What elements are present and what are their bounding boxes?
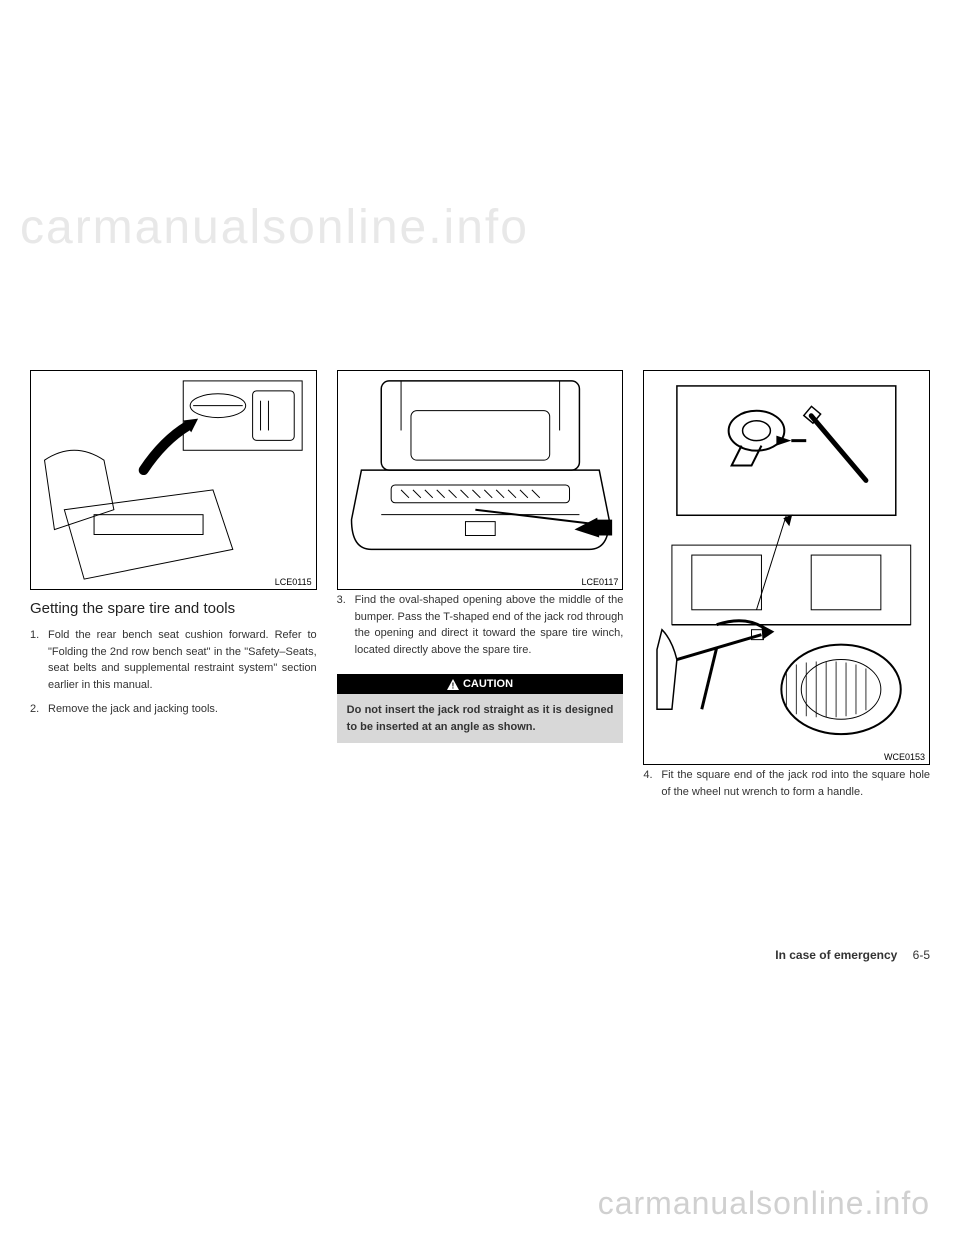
footer-page-number: 6-5	[913, 948, 930, 962]
figure-3-label: WCE0153	[884, 752, 925, 762]
caution-header: ! CAUTION	[337, 674, 624, 694]
figure-2: LCE0117	[337, 370, 624, 590]
step-2: 2. Remove the jack and jacking tools.	[30, 701, 317, 718]
step-num: 1.	[30, 627, 48, 693]
figure-2-label: LCE0117	[581, 577, 618, 587]
figure-1-label: LCE0115	[275, 577, 312, 587]
column-3: WCE0153 4. Fit the square end of the jac…	[643, 370, 930, 808]
subheading-getting-tools: Getting the spare tire and tools	[30, 600, 317, 617]
jack-tools-illustration	[31, 371, 316, 589]
caution-body: Do not insert the jack rod straight as i…	[337, 694, 624, 743]
steps-col3: 4. Fit the square end of the jack rod in…	[643, 767, 930, 808]
page-content: LCE0115 Getting the spare tire and tools…	[30, 370, 930, 808]
step-num: 2.	[30, 701, 48, 718]
steps-col1: 1. Fold the rear bench seat cushion forw…	[30, 627, 317, 726]
page-footer: In case of emergency 6-5	[775, 948, 930, 962]
step-1: 1. Fold the rear bench seat cushion forw…	[30, 627, 317, 693]
step-text: Fit the square end of the jack rod into …	[661, 767, 930, 800]
step-3: 3. Find the oval-shaped opening above th…	[337, 592, 624, 658]
steps-col2: 3. Find the oval-shaped opening above th…	[337, 592, 624, 666]
footer-section-name: In case of emergency	[775, 948, 897, 962]
bumper-illustration	[338, 371, 623, 589]
step-text: Find the oval-shaped opening above the m…	[355, 592, 624, 658]
figure-3: WCE0153	[643, 370, 930, 765]
step-4: 4. Fit the square end of the jack rod in…	[643, 767, 930, 800]
step-text: Remove the jack and jacking tools.	[48, 701, 317, 718]
handle-assembly-illustration	[644, 371, 929, 764]
caution-label: CAUTION	[463, 678, 513, 690]
column-2: LCE0117 3. Find the oval-shaped opening …	[337, 370, 624, 808]
figure-1: LCE0115	[30, 370, 317, 590]
bottom-watermark: carmanualsonline.info	[598, 1185, 930, 1222]
top-watermark: carmanualsonline.info	[20, 200, 529, 255]
step-num: 3.	[337, 592, 355, 658]
column-1: LCE0115 Getting the spare tire and tools…	[30, 370, 317, 808]
step-text: Fold the rear bench seat cushion forward…	[48, 627, 317, 693]
warning-icon: !	[447, 679, 459, 690]
step-num: 4.	[643, 767, 661, 800]
svg-text:!: !	[452, 681, 455, 690]
